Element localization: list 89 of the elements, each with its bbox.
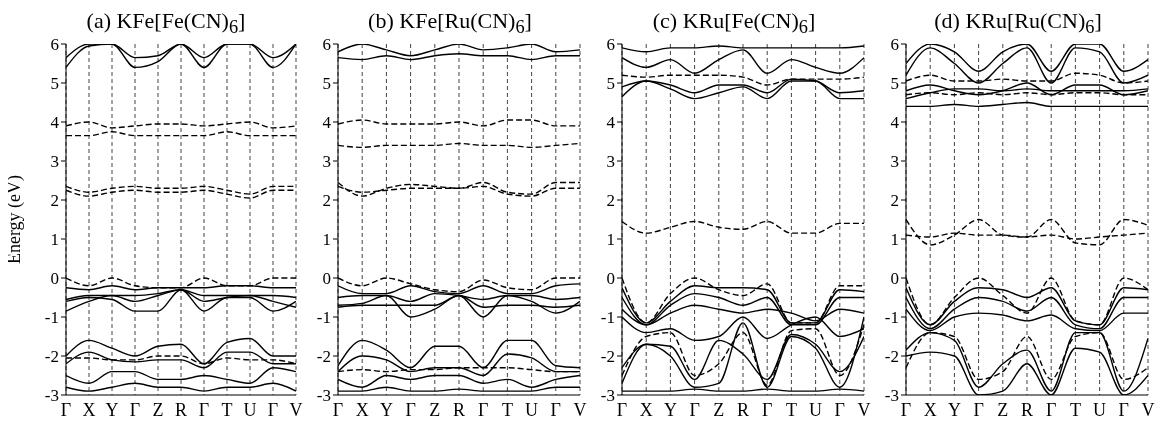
y-tick-label: 6	[890, 35, 899, 55]
x-tick-label: Γ	[129, 399, 141, 420]
x-tick-label: Γ	[267, 399, 279, 420]
chart-title: (c) KRu[Fe(CN)$_{6}$]	[652, 8, 816, 38]
x-tick-label: Γ	[405, 399, 416, 420]
y-tick-label: -3	[884, 386, 899, 406]
x-tick-label: Z	[152, 399, 164, 420]
x-tick-label: Y	[379, 399, 393, 420]
y-tick-label: 3	[322, 152, 331, 172]
x-tick-label: Γ	[689, 399, 700, 420]
y-tick-label: -3	[316, 386, 331, 406]
y-tick-label: 1	[890, 230, 899, 250]
y-tick-label: 4	[322, 113, 332, 133]
x-tick-label: U	[525, 399, 539, 420]
y-tick-label: 2	[322, 191, 331, 211]
y-tick-label: 6	[322, 35, 331, 55]
x-tick-label: R	[452, 399, 466, 420]
x-tick-label: Z	[713, 399, 725, 420]
chart-title: (a) KFe[Fe(CN)$_{6}$]	[86, 8, 246, 38]
x-tick-label: Γ	[762, 399, 773, 420]
x-tick-label: X	[639, 399, 653, 420]
x-tick-label: U	[809, 399, 823, 420]
y-tick-label: -2	[316, 347, 331, 367]
y-tick-label: 5	[890, 74, 899, 94]
x-tick-label: R	[1020, 399, 1034, 420]
y-tick-label: 1	[322, 230, 331, 250]
y-tick-label: 3	[50, 152, 59, 172]
y-tick-label: 0	[50, 269, 59, 289]
x-tick-label: V	[857, 399, 871, 420]
y-tick-label: -1	[44, 308, 59, 328]
x-tick-label: Γ	[616, 399, 628, 420]
x-tick-label: X	[923, 399, 937, 420]
y-tick-label: -3	[600, 386, 615, 406]
x-tick-label: Y	[105, 399, 119, 420]
x-tick-label: Γ	[1046, 399, 1057, 420]
x-tick-label: Γ	[1118, 399, 1129, 420]
y-tick-label: 5	[322, 74, 331, 94]
x-tick-label: U	[1093, 399, 1107, 420]
y-tick-label: 2	[50, 191, 59, 211]
x-tick-label: Γ	[834, 399, 845, 420]
y-tick-label: 2	[606, 191, 615, 211]
y-tick-label: 4	[606, 113, 616, 133]
y-tick-label: 0	[322, 269, 331, 289]
y-tick-label: 1	[50, 230, 59, 250]
x-tick-label: Γ	[198, 399, 210, 420]
y-axis-title: Energy (eV)	[4, 174, 26, 265]
x-tick-label: Γ	[973, 399, 984, 420]
y-tick-label: 3	[890, 152, 899, 172]
y-tick-label: -2	[884, 347, 899, 367]
x-tick-label: V	[289, 399, 303, 420]
y-tick-label: -1	[600, 308, 615, 328]
x-tick-label: Z	[997, 399, 1009, 420]
x-tick-label: V	[1141, 399, 1155, 420]
x-tick-label: Γ	[60, 399, 72, 420]
y-tick-label: 4	[50, 113, 60, 133]
y-tick-label: -2	[44, 347, 59, 367]
x-tick-label: U	[243, 399, 257, 420]
y-tick-label: -2	[600, 347, 615, 367]
chart-title: (d) KRu[Ru(CN)$_{6}$]	[934, 8, 1102, 38]
x-tick-label: Γ	[332, 399, 344, 420]
y-tick-label: 5	[606, 74, 615, 94]
x-tick-label: Γ	[900, 399, 912, 420]
y-tick-label: -1	[884, 308, 899, 328]
y-tick-label: -3	[44, 386, 59, 406]
chart-title: (b) KFe[Ru(CN)$_{6}$]	[368, 8, 532, 38]
x-tick-label: T	[221, 399, 233, 420]
y-tick-label: -1	[316, 308, 331, 328]
x-tick-label: X	[82, 399, 96, 420]
y-tick-label: 2	[890, 191, 899, 211]
x-tick-label: X	[355, 399, 369, 420]
x-tick-label: Γ	[550, 399, 561, 420]
x-tick-label: T	[1069, 399, 1081, 420]
x-tick-label: T	[785, 399, 797, 420]
y-tick-label: 0	[890, 269, 899, 289]
x-tick-label: T	[501, 399, 513, 420]
y-tick-label: 5	[50, 74, 59, 94]
y-tick-label: 0	[606, 269, 615, 289]
x-tick-label: Γ	[478, 399, 489, 420]
x-tick-label: R	[736, 399, 750, 420]
x-tick-label: R	[174, 399, 188, 420]
x-tick-label: V	[573, 399, 587, 420]
y-tick-label: 4	[890, 113, 900, 133]
x-tick-label: Y	[947, 399, 961, 420]
y-tick-label: 6	[606, 35, 615, 55]
x-tick-label: Y	[663, 399, 677, 420]
y-tick-label: 6	[50, 35, 59, 55]
y-tick-label: 1	[606, 230, 615, 250]
y-tick-label: 3	[606, 152, 615, 172]
x-tick-label: Z	[429, 399, 441, 420]
